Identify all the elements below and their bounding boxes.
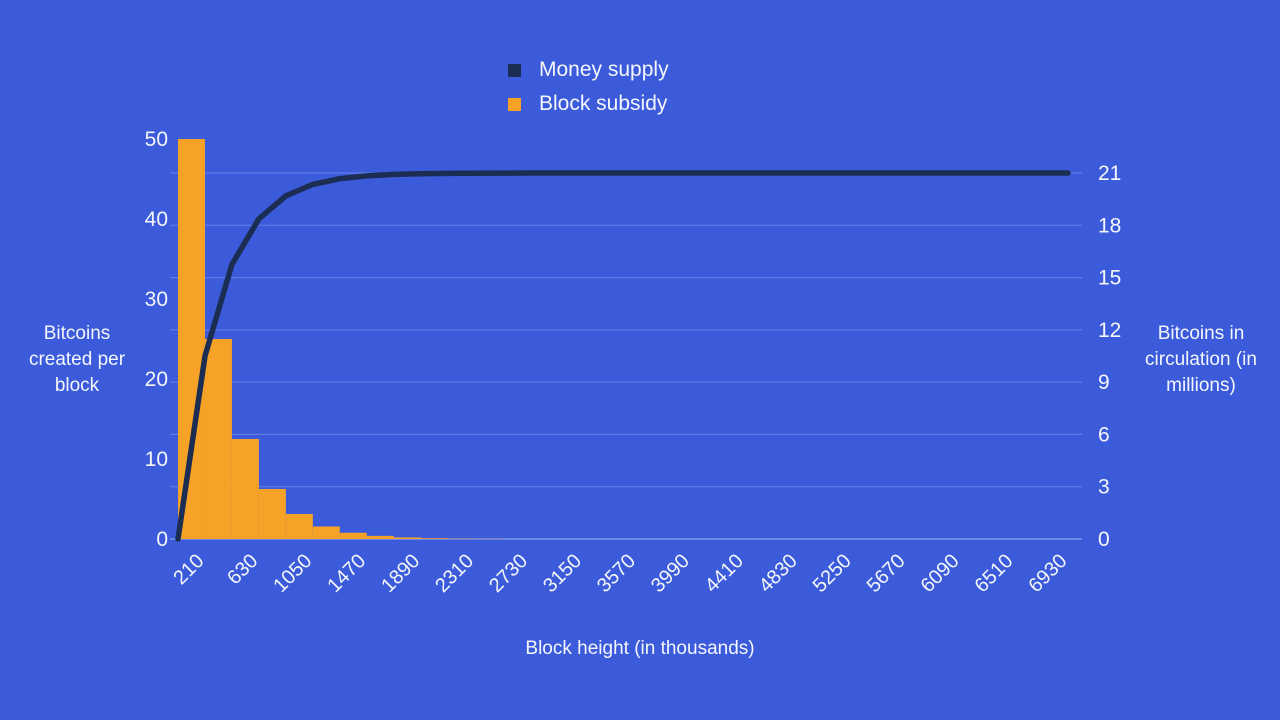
subsidy-bar — [231, 439, 259, 539]
right-tick-label: 18 — [1098, 214, 1121, 237]
legend-label-block-subsidy: Block subsidy — [539, 92, 668, 115]
left-axis-title: Bitcoins created per block — [28, 323, 126, 396]
left-tick-label: 30 — [145, 288, 168, 311]
supply-line — [175, 170, 1071, 542]
left-tick-label: 50 — [145, 128, 168, 151]
right-tick-label: 21 — [1098, 162, 1121, 185]
subsidy-bar — [178, 139, 205, 539]
subsidy-bar — [258, 489, 286, 539]
x-tick-label: 210 — [169, 550, 208, 589]
subsidy-bar — [285, 514, 313, 539]
right-tick-label: 3 — [1098, 476, 1110, 499]
x-tick-label: 6090 — [917, 550, 964, 597]
x-tick-label: 5250 — [809, 550, 856, 597]
x-tick-label: 3570 — [593, 550, 640, 597]
left-tick-label: 40 — [145, 208, 168, 231]
subsidy-bar — [204, 339, 232, 539]
x-tick-label: 6930 — [1025, 550, 1072, 597]
subsidy-bar — [420, 538, 448, 539]
x-tick-label: 3990 — [647, 550, 694, 597]
x-tick-label: 6510 — [971, 550, 1018, 597]
left-tick-label: 0 — [156, 528, 168, 551]
legend: Money supply Block subsidy — [508, 58, 669, 116]
subsidy-bar — [393, 537, 421, 539]
x-tick-label: 2310 — [431, 550, 478, 597]
x-tick-label: 4410 — [701, 550, 748, 597]
money-supply-swatch-icon — [508, 63, 521, 77]
right-tick-label: 6 — [1098, 423, 1110, 446]
x-tick-label: 1050 — [269, 550, 316, 597]
subsidy-bar — [312, 526, 340, 539]
x-axis-title: Block height (in thousands) — [525, 638, 755, 659]
subsidy-bar — [339, 532, 367, 539]
legend-item-money-supply: Money supply — [508, 58, 669, 82]
x-tick-label: 3150 — [539, 550, 586, 597]
x-tick-label: 4830 — [755, 550, 802, 597]
legend-label-money-supply: Money supply — [539, 58, 669, 81]
left-tick-label: 10 — [145, 448, 168, 471]
subsidy-bar — [366, 535, 394, 539]
right-tick-label: 15 — [1098, 267, 1121, 290]
x-tick-label: 630 — [223, 550, 262, 589]
right-tick-label: 12 — [1098, 319, 1121, 342]
x-tick-label: 1890 — [377, 550, 424, 597]
x-tick-label: 2730 — [485, 550, 532, 597]
right-axis-title: Bitcoins in circulation (in millions) — [1145, 323, 1257, 396]
x-tick-label: 1470 — [323, 550, 370, 597]
block-subsidy-swatch-icon — [508, 97, 521, 111]
left-tick-label: 20 — [145, 368, 168, 391]
right-tick-label: 9 — [1098, 371, 1110, 394]
legend-item-block-subsidy: Block subsidy — [508, 92, 669, 116]
x-tick-label: 5670 — [863, 550, 910, 597]
right-tick-label: 0 — [1098, 528, 1110, 551]
